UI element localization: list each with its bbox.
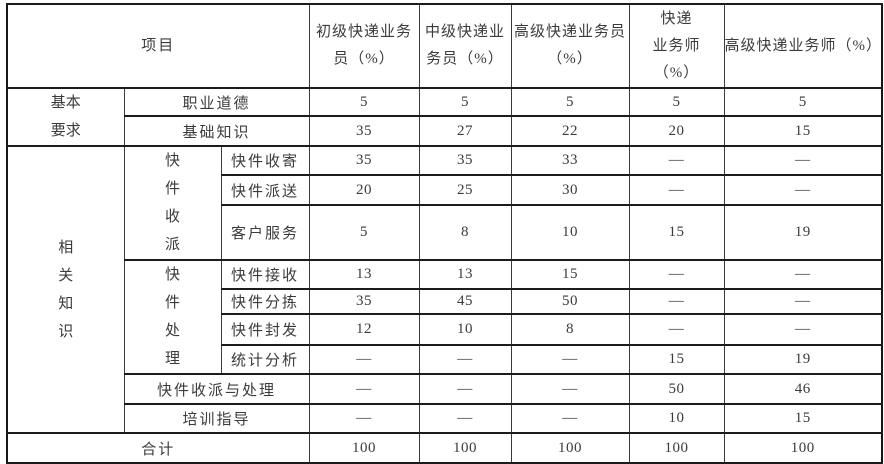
value-cell: 5	[723, 86, 883, 118]
value-cell: 5	[418, 86, 512, 118]
total-row: 合计 100 100 100 100 100	[6, 432, 883, 464]
row-label-shouji: 快件收寄	[220, 145, 310, 176]
value-cell: 100	[723, 432, 883, 464]
value-cell: 13	[418, 258, 512, 291]
value-cell: —	[308, 403, 420, 434]
table-row: 快件分拣 35 45 50 — —	[7, 288, 883, 316]
value-cell: 35	[418, 145, 512, 176]
value-cell: 45	[418, 288, 512, 316]
value-cell: 5	[628, 86, 725, 118]
value-cell: —	[418, 403, 512, 434]
value-cell: —	[628, 258, 725, 291]
table-row: 基本 要求 职业道德 5 5 5 5 5	[6, 86, 883, 147]
value-cell: 15	[628, 343, 725, 376]
value-cell: —	[308, 373, 420, 405]
header-col-junior-clerk: 初级快递业务 员（%）	[308, 3, 420, 89]
row-label-paisong: 快件派送	[220, 174, 310, 206]
row-label-shoupai-yu-chuli: 快件收派与处理	[123, 373, 310, 405]
value-cell: —	[723, 258, 883, 291]
value-cell: —	[628, 313, 725, 346]
value-cell: 5	[308, 86, 420, 118]
header-item: 项目	[6, 3, 310, 89]
row-label-peixun: 培训指导	[123, 403, 310, 434]
value-cell: 46	[723, 373, 883, 405]
value-cell: 25	[418, 174, 512, 206]
row-label-jieshou: 快件接收	[220, 258, 310, 291]
row-label-fenjian: 快件分拣	[220, 288, 310, 316]
table-row: 快 件 处 理 快件接收 13 13 15 — —	[7, 258, 883, 375]
table-row: 快件派送 20 25 30 — —	[7, 174, 883, 206]
header-col-intermediate-clerk: 中级快递业 务员（%）	[418, 3, 512, 89]
value-cell: 19	[723, 204, 883, 261]
table-row: 快件封发 12 10 8 — —	[7, 313, 883, 346]
value-cell: 22	[510, 115, 630, 147]
value-cell: 5	[308, 204, 420, 261]
value-cell: 20	[628, 115, 725, 147]
value-cell: —	[510, 343, 630, 376]
row-label-tongji: 统计分析	[220, 343, 310, 376]
value-cell: 15	[628, 204, 725, 261]
value-cell: 20	[308, 174, 420, 206]
value-cell: 8	[510, 313, 630, 346]
header-col-senior-master: 高级快递业务师（%）	[723, 3, 883, 89]
value-cell: 50	[510, 288, 630, 316]
value-cell: 5	[510, 86, 630, 118]
value-cell: —	[510, 373, 630, 405]
value-cell: 8	[418, 204, 512, 261]
value-cell: 10	[628, 403, 725, 434]
value-cell: 15	[510, 258, 630, 291]
table-row: 快件收派与处理 — — — 50 46	[7, 373, 883, 405]
group-shipment-processing: 快 件 处 理	[123, 259, 222, 375]
value-cell: 100	[510, 432, 630, 464]
value-cell: 19	[723, 343, 883, 376]
value-cell: 30	[510, 174, 630, 206]
row-label-fengfa: 快件封发	[220, 313, 310, 346]
value-cell: 100	[418, 432, 512, 464]
value-cell: 50	[628, 373, 725, 405]
value-cell: —	[723, 313, 883, 346]
group-related-knowledge: 相 关 知 识	[6, 145, 125, 434]
row-label-heji: 合计	[6, 432, 310, 464]
value-cell: 35	[308, 115, 420, 147]
header-col-senior-clerk: 高级快递业务员 （%）	[510, 3, 630, 89]
row-label-jichu-zhishi: 基础知识	[123, 115, 310, 147]
value-cell: 15	[723, 115, 883, 147]
exam-weight-table: 项目 初级快递业务 员（%） 中级快递业 务员（%） 高级快递业务员 （%） 快…	[6, 3, 884, 464]
table-row: 基础知识 35 27 22 20 15	[7, 115, 883, 147]
value-cell: 15	[723, 403, 883, 434]
value-cell: 100	[308, 432, 420, 464]
value-cell: 33	[510, 145, 630, 176]
value-cell: —	[628, 145, 725, 176]
table-row: 客户服务 5 8 10 15 19	[7, 204, 883, 261]
value-cell: —	[510, 403, 630, 434]
value-cell: 12	[308, 313, 420, 346]
value-cell: —	[628, 288, 725, 316]
value-cell: 13	[308, 258, 420, 291]
value-cell: 27	[418, 115, 512, 147]
value-cell: —	[723, 145, 883, 176]
value-cell: 35	[308, 145, 420, 176]
value-cell: —	[628, 174, 725, 206]
value-cell: —	[418, 343, 512, 376]
value-cell: —	[308, 343, 420, 376]
row-label-zhiye-daode: 职业道德	[123, 86, 310, 118]
value-cell: 10	[510, 204, 630, 261]
value-cell: —	[418, 373, 512, 405]
header-row: 项目 初级快递业务 员（%） 中级快递业 务员（%） 高级快递业务员 （%） 快…	[6, 3, 883, 89]
value-cell: —	[723, 174, 883, 206]
value-cell: —	[723, 288, 883, 316]
group-shipment-pickup-delivery: 快 件 收 派	[123, 145, 222, 261]
value-cell: 35	[308, 288, 420, 316]
group-basic-requirements: 基本 要求	[6, 87, 125, 147]
table-row: 培训指导 — — — 10 15	[7, 403, 883, 434]
value-cell: 100	[628, 432, 725, 464]
header-col-master: 快递 业务师 （%）	[628, 3, 725, 89]
table-row: 相 关 知 识 快 件 收 派 快件收寄 35 35 33 — —	[6, 145, 883, 434]
row-label-kehu-fuwu: 客户服务	[220, 204, 310, 261]
value-cell: 10	[418, 313, 512, 346]
table-row: 统计分析 — — — 15 19	[7, 343, 883, 376]
